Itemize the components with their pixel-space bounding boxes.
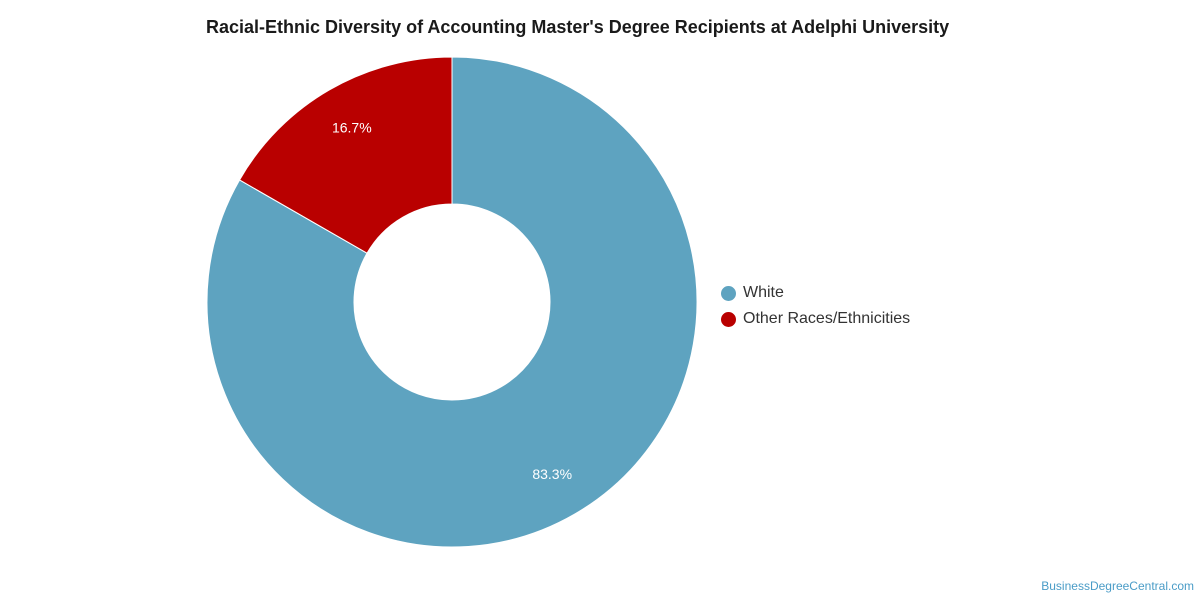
slice-label-white: 83.3% xyxy=(532,466,572,482)
legend-swatch-white xyxy=(721,285,736,301)
legend: White Other Races/Ethnicities xyxy=(721,280,910,332)
slice-label-other-races-ethnicities: 16.7% xyxy=(332,120,372,136)
donut-slice-other-races-ethnicities[interactable] xyxy=(238,56,453,254)
legend-label-other: Other Races/Ethnicities xyxy=(743,310,911,327)
legend-item-white[interactable]: White xyxy=(721,280,910,306)
legend-label-white: White xyxy=(743,284,784,301)
legend-item-other[interactable]: Other Races/Ethnicities xyxy=(721,306,910,332)
source-watermark[interactable]: BusinessDegreeCentral.com xyxy=(1041,579,1194,593)
donut-slice-white[interactable] xyxy=(206,56,698,548)
chart-title: Racial-Ethnic Diversity of Accounting Ma… xyxy=(206,17,950,37)
legend-swatch-other xyxy=(721,311,736,327)
